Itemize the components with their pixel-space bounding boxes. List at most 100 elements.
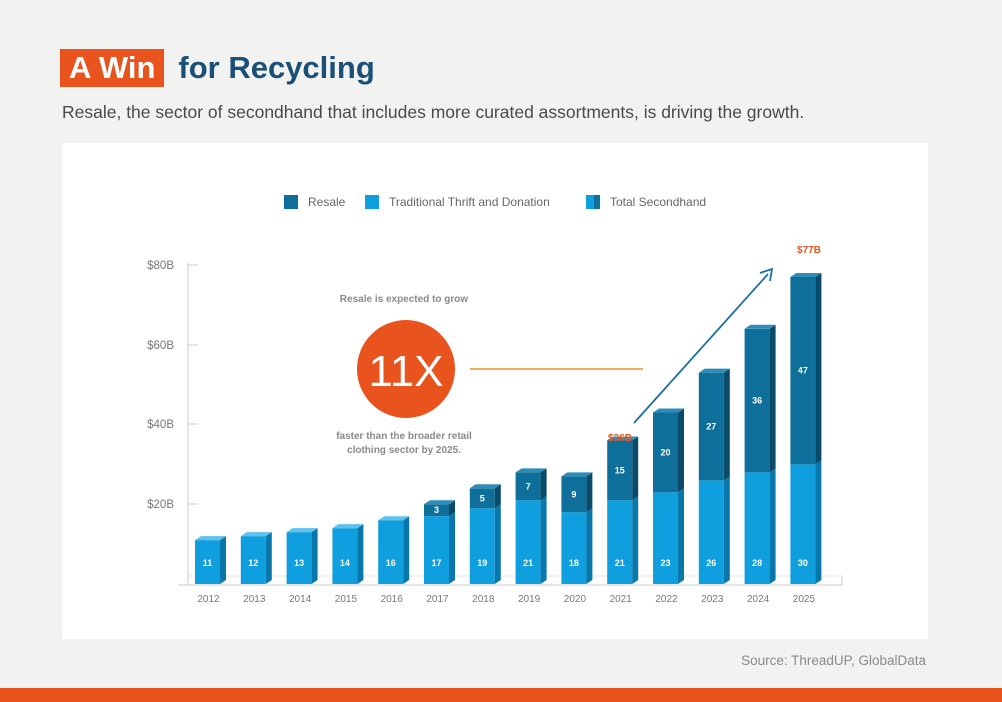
bar-segment-thrift-side	[586, 508, 593, 584]
growth-arrow-line	[633, 273, 769, 424]
bar-segment-resale-front	[424, 504, 449, 517]
y-tick-label: $80B	[147, 260, 174, 272]
legend: Resale Traditional Thrift and Donation T…	[284, 195, 706, 209]
source-note: Source: ThreadUP, GlobalData	[741, 653, 926, 668]
bar-segment-thrift-side	[494, 504, 501, 584]
bar-segment-thrift-front	[469, 508, 495, 584]
x-tick-label: 2015	[335, 594, 358, 605]
bar-top-cap	[286, 528, 318, 533]
data-label-resale: 5	[480, 493, 485, 503]
data-label-thrift: 28	[752, 558, 762, 568]
bar-2023: 26 27	[698, 368, 730, 584]
bar-segment-thrift-front	[286, 532, 312, 584]
y-ticks: $80B $60B $40B $20B	[147, 260, 198, 511]
x-tick-label: 2012	[197, 594, 220, 605]
data-label-thrift: 19	[477, 558, 487, 568]
bar-segment-thrift-front	[240, 536, 266, 584]
callout-bottom-text-2: clothing sector by 2025.	[347, 445, 461, 456]
bar-2017: 17 3	[424, 500, 455, 584]
bar-top-cap	[424, 500, 455, 505]
legend-swatch-resale	[284, 195, 298, 209]
x-tick-label: 2017	[426, 594, 449, 605]
x-tick-label: 2014	[289, 594, 312, 605]
bar-2015: 14	[332, 524, 364, 584]
data-label-resale: 15	[615, 465, 625, 475]
x-tick-label: 2022	[655, 594, 678, 605]
bar-segment-resale-front	[744, 328, 770, 473]
data-label-thrift: 23	[660, 558, 670, 568]
data-label-resale: 47	[798, 366, 808, 376]
callout-top-text: Resale is expected to grow	[340, 294, 469, 305]
x-tick-label: 2018	[472, 594, 495, 605]
data-label-resale: 36	[752, 396, 762, 406]
data-label-thrift: 18	[569, 558, 579, 568]
total-label-2025: $77B	[797, 245, 821, 256]
bar-segment-resale-side	[494, 484, 501, 509]
bar-segment-thrift-side	[815, 460, 822, 584]
bar-2016: 16	[378, 516, 410, 584]
bars: 11 12 13 14 16 17 3 19 5 21 7 18 9 21 15 23 20 26 27 28 36 30…	[195, 272, 822, 584]
bar-top-cap	[744, 324, 776, 329]
bar-segment-resale-front	[790, 276, 816, 465]
x-tick-label: 2023	[701, 594, 724, 605]
bar-top-cap	[378, 516, 410, 521]
total-label-2021: $36B	[608, 433, 632, 444]
bar-segment-resale-side	[586, 472, 593, 513]
bar-segment-thrift-front	[790, 464, 816, 584]
bar-top-cap	[240, 532, 272, 537]
legend-label-resale: Resale	[308, 195, 346, 209]
bar-2019: 21 7	[515, 468, 547, 584]
legend-swatch-total-left	[586, 195, 594, 209]
chart-card: Resale Traditional Thrift and Donation T…	[62, 143, 928, 639]
bar-2022: 23 20	[653, 408, 684, 584]
legend-label-thrift: Traditional Thrift and Donation	[389, 195, 550, 209]
bar-2012: 11	[195, 536, 226, 584]
data-label-thrift: 17	[431, 558, 441, 568]
data-label-thrift: 13	[294, 558, 304, 568]
growth-arrow-head	[759, 267, 774, 282]
data-label-thrift: 16	[386, 558, 396, 568]
bar-2020: 18 9	[561, 472, 593, 584]
bar-segment-thrift-side	[678, 488, 684, 584]
bar-segment-thrift-side	[220, 536, 226, 584]
data-label-thrift: 14	[340, 558, 350, 568]
x-tick-label: 2019	[518, 594, 541, 605]
data-label-resale: 7	[526, 481, 531, 491]
x-tick-labels: 2012 2013 2014 2015 2016 2017 2018 2019 2020 2021…	[197, 594, 815, 605]
bar-2014: 13	[286, 528, 318, 584]
legend-label-total: Total Secondhand	[610, 195, 706, 209]
bar-top-cap	[195, 536, 226, 541]
x-tick-label: 2016	[381, 594, 404, 605]
bar-2021: 21 15	[607, 436, 639, 584]
bar-segment-thrift-front	[332, 528, 358, 584]
bar-segment-resale-front	[698, 372, 724, 481]
x-tick-label: 2021	[610, 594, 633, 605]
bar-segment-resale-front	[653, 412, 678, 493]
bar-top-cap	[561, 472, 593, 477]
stacked-bar-chart: Resale Traditional Thrift and Donation T…	[147, 195, 843, 605]
bar-segment-thrift-side	[357, 524, 364, 584]
bar-segment-resale-front	[469, 488, 495, 509]
bar-segment-thrift-front	[195, 540, 220, 584]
callout-circle	[357, 320, 455, 418]
data-label-thrift: 11	[203, 558, 213, 568]
title-highlight: A Win	[60, 49, 165, 87]
bar-top-cap	[469, 484, 501, 489]
bar-segment-resale-side	[769, 324, 776, 473]
growth-arrow	[633, 267, 774, 424]
bar-segment-thrift-front	[607, 500, 633, 584]
legend-swatch-thrift	[365, 195, 379, 209]
bar-segment-thrift-front	[424, 516, 449, 584]
bar-top-cap	[698, 368, 730, 373]
bottom-accent-bar	[0, 688, 1002, 702]
bar-top-cap	[653, 408, 684, 413]
title-row: A Win for Recycling	[60, 48, 375, 88]
bar-segment-thrift-front	[653, 492, 678, 584]
data-label-resale: 9	[571, 489, 576, 499]
data-label-thrift: 21	[615, 558, 625, 568]
bar-top-cap	[332, 524, 364, 529]
callout: Resale is expected to grow 11X faster th…	[336, 294, 643, 456]
bar-segment-thrift-side	[265, 532, 272, 584]
bar-segment-thrift-side	[769, 468, 776, 584]
bar-segment-thrift-front	[561, 512, 587, 584]
